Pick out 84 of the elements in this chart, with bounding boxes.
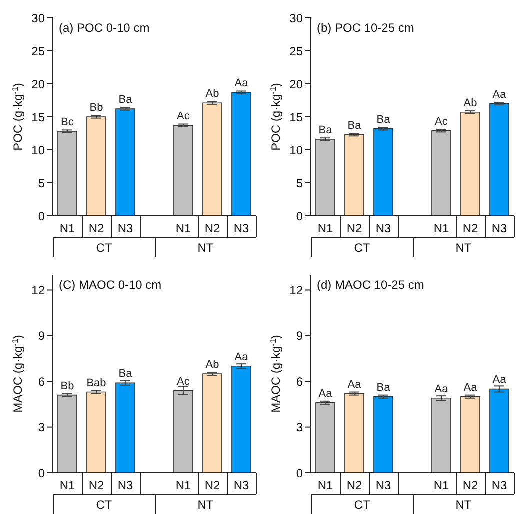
data-label: Aa (234, 351, 250, 364)
x-tick-label: N1 (434, 478, 450, 493)
data-label: Aa (234, 78, 250, 90)
data-label: Ac (435, 116, 448, 128)
data-label: Aa (348, 378, 362, 391)
text: NT (456, 240, 472, 254)
chart-title: (b) POC 10-25 cm (317, 21, 414, 35)
data-label: Aa (318, 388, 334, 400)
x-tick-label: N3 (492, 222, 508, 236)
data-label: Bb (60, 380, 74, 392)
text: CT (354, 498, 370, 512)
y-tick-label: 3 (296, 420, 304, 435)
y-tick-label: 30 (290, 11, 304, 26)
y-tick-label: 0 (38, 209, 46, 224)
x-tick-label: N2 (204, 222, 220, 236)
x-tick-label: N3 (118, 478, 134, 493)
chart-title: (a) POC 0-10 cm (59, 21, 150, 35)
x-tick-label: N2 (88, 222, 104, 236)
x-tick-label: N3 (234, 478, 250, 493)
data-label: Ac (177, 110, 190, 123)
y-tick-label: 9 (38, 329, 46, 344)
x-tick-label: N1 (318, 222, 334, 236)
data-label: Aa (492, 88, 508, 101)
x-tick-label: N1 (60, 478, 76, 493)
y-tick-label: 6 (296, 374, 304, 389)
text: CT (96, 240, 112, 254)
data-label: Ba (376, 382, 392, 394)
y-tick-label: 0 (296, 466, 304, 480)
y-tick-label: 3 (38, 420, 46, 435)
y-tick-label: 25 (32, 44, 46, 58)
x-tick-label: N1 (434, 222, 450, 236)
x-tick-label: N3 (118, 222, 134, 236)
y-tick-label: 12 (32, 283, 46, 298)
y-tick-label: 6 (38, 374, 46, 389)
y-tick-label: 15 (32, 110, 46, 124)
data-label: Ba (318, 124, 334, 136)
x-tick-label: N2 (462, 222, 478, 236)
x-tick-label: N2 (346, 478, 362, 493)
data-label: Ab (464, 97, 478, 110)
data-label: Ac (177, 376, 190, 388)
x-tick-label: N1 (318, 478, 334, 493)
y-tick-label: 25 (290, 44, 304, 58)
data-label: Ba (118, 94, 134, 106)
chart-title: (d) MAOC 10-25 cm (317, 278, 424, 292)
data-label: Aa (434, 383, 450, 396)
x-tick-label: N2 (346, 222, 362, 236)
data-label: Ba (118, 368, 134, 380)
text: NT (198, 498, 214, 512)
x-tick-label: N3 (376, 222, 392, 236)
data-label: Ab (206, 359, 220, 371)
y-tick-label: 5 (296, 176, 304, 190)
x-tick-label: N3 (376, 478, 392, 493)
y-tick-label: 20 (290, 77, 304, 92)
data-label: Ba (348, 120, 362, 132)
text: CT (96, 498, 112, 512)
x-tick-label: N2 (462, 478, 478, 493)
y-tick-label: 0 (38, 466, 46, 480)
x-tick-label: N2 (88, 478, 104, 493)
y-tick-label: 30 (32, 11, 46, 26)
x-tick-label: N3 (234, 222, 250, 236)
x-tick-label: N2 (204, 478, 220, 493)
data-label: Aa (492, 374, 508, 386)
y-tick-label: 10 (290, 143, 304, 158)
x-tick-label: N3 (492, 478, 508, 493)
data-label: Ba (376, 114, 392, 126)
y-tick-label: 15 (290, 110, 304, 124)
text: NT (198, 240, 214, 254)
text: NT (456, 498, 472, 512)
data-label: Bc (61, 116, 74, 129)
y-tick-label: 20 (32, 77, 46, 92)
y-tick-label: 9 (296, 329, 304, 344)
text: CT (354, 240, 370, 254)
x-tick-label: N1 (176, 478, 192, 493)
x-tick-label: N1 (60, 222, 76, 236)
data-label: Ab (206, 88, 220, 100)
data-label: Bab (86, 377, 106, 390)
y-tick-label: 0 (296, 209, 304, 224)
y-tick-label: 5 (38, 176, 46, 190)
data-label: Bb (90, 102, 104, 114)
y-tick-label: 12 (290, 283, 304, 298)
y-tick-label: 10 (32, 143, 46, 158)
x-tick-label: N1 (176, 222, 192, 236)
data-label: Aa (464, 382, 478, 394)
chart-title: (C) MAOC 0-10 cm (59, 278, 162, 292)
